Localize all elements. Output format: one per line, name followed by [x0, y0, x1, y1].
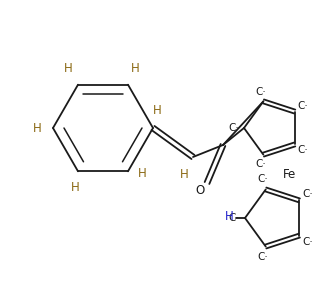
Text: H: H — [64, 62, 72, 75]
Text: C·: C· — [297, 101, 308, 111]
Text: C·: C· — [303, 237, 314, 247]
Text: C·: C· — [229, 123, 239, 133]
Text: C·: C· — [255, 87, 266, 97]
Text: C·: C· — [257, 174, 268, 184]
Text: C·: C· — [229, 213, 239, 223]
Text: O: O — [195, 183, 205, 197]
Text: C·: C· — [255, 159, 266, 169]
Text: C·: C· — [257, 252, 268, 262]
Text: Fe: Fe — [284, 168, 297, 182]
Text: H: H — [71, 181, 79, 194]
Text: H: H — [33, 121, 42, 135]
Text: H: H — [138, 167, 146, 180]
Text: H: H — [130, 62, 139, 75]
Text: H: H — [225, 211, 233, 223]
Text: H: H — [153, 103, 162, 117]
Text: H: H — [180, 168, 188, 182]
Text: C·: C· — [303, 189, 314, 199]
Text: C·: C· — [297, 145, 308, 155]
